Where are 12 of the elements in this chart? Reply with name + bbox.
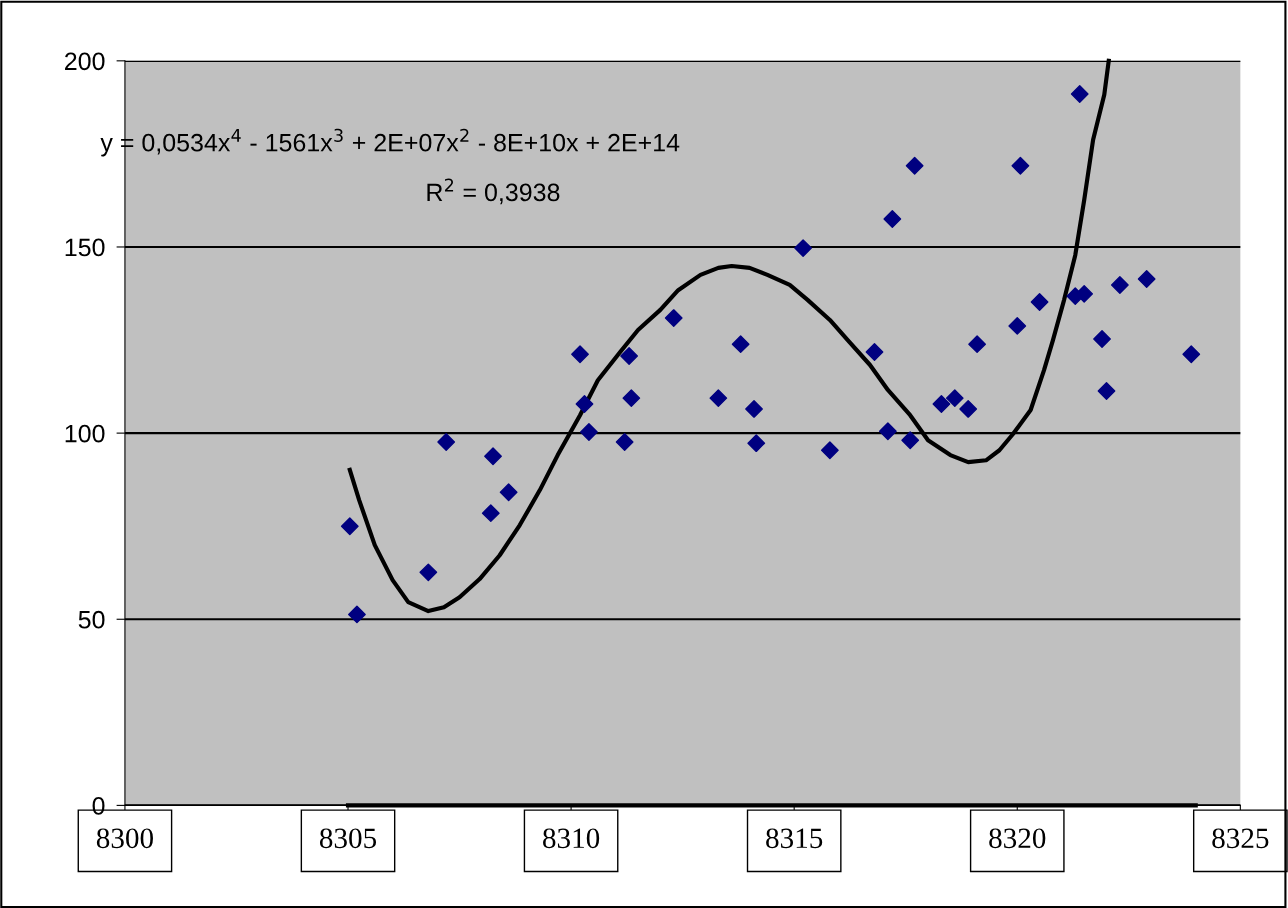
x-tick-label: 8315 [766,828,823,849]
x-tick-label: 8310 [543,828,600,849]
x-tick-label: 8300 [96,828,153,849]
annotation: R$^{2}$ = 0,3938 [427,178,560,205]
x-tick-label: 8305 [319,828,377,849]
x-tick-label: 8320 [989,828,1046,849]
y-tick-label: 100 [65,424,105,443]
y-tick-label: 150 [65,238,105,257]
y-tick-label: 200 [65,52,105,71]
y-tick-label: 50 [78,610,105,629]
annotation: y = 0,0534x$^{4}$ - 1561x$^{3}$ + 2E+07x$^{2}$ - 8E+10x + 2E+14 [100,128,680,157]
x-tick-label: 8325 [1212,828,1269,849]
